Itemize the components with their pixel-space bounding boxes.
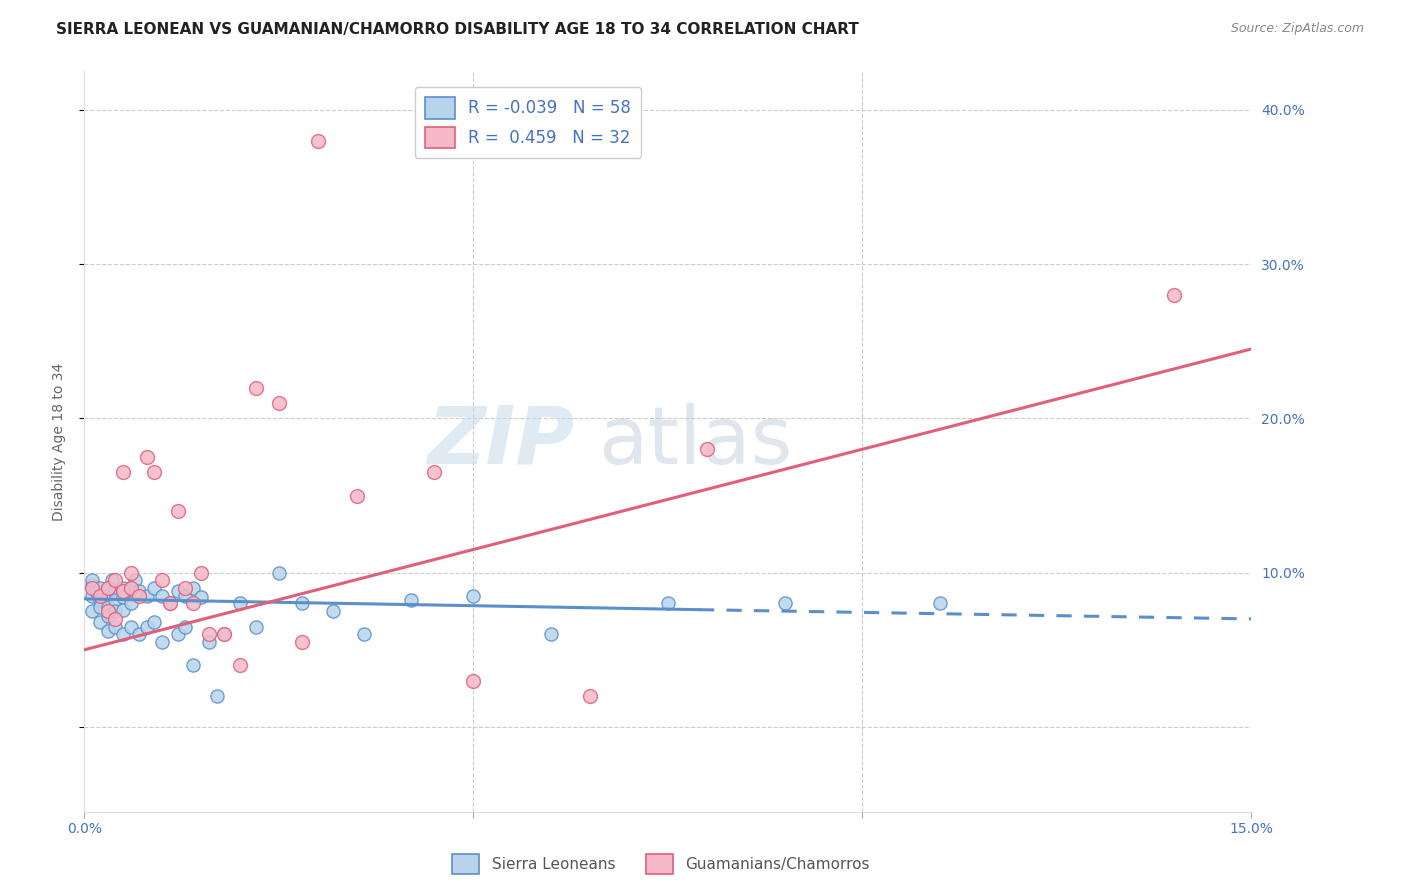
Point xyxy=(291,597,314,611)
Point xyxy=(190,591,212,605)
Point xyxy=(181,658,204,673)
Point xyxy=(120,619,142,633)
Point xyxy=(399,593,422,607)
Point xyxy=(89,593,111,607)
Point xyxy=(82,581,104,595)
Point xyxy=(773,597,796,611)
Point xyxy=(166,627,188,641)
Point xyxy=(89,589,111,603)
Point xyxy=(696,442,718,457)
Point xyxy=(929,597,952,611)
Point xyxy=(97,624,120,639)
Point xyxy=(135,589,157,603)
Point xyxy=(267,566,290,580)
Point xyxy=(214,627,236,641)
Point xyxy=(540,627,562,641)
Point xyxy=(112,581,135,595)
Point xyxy=(143,466,166,480)
Point xyxy=(346,489,368,503)
Point xyxy=(135,450,157,464)
Legend: Sierra Leoneans, Guamanians/Chamorros: Sierra Leoneans, Guamanians/Chamorros xyxy=(446,848,876,880)
Point xyxy=(112,627,135,641)
Point xyxy=(104,574,127,588)
Point xyxy=(181,597,204,611)
Point xyxy=(174,581,197,595)
Point xyxy=(112,602,135,616)
Point xyxy=(82,589,104,603)
Point xyxy=(307,134,329,148)
Point xyxy=(82,578,104,592)
Point xyxy=(143,615,166,629)
Point xyxy=(97,608,120,623)
Point xyxy=(112,591,135,605)
Point xyxy=(120,566,142,580)
Point xyxy=(120,581,142,595)
Point xyxy=(229,597,252,611)
Point xyxy=(463,589,485,603)
Point xyxy=(463,673,485,688)
Text: SIERRA LEONEAN VS GUAMANIAN/CHAMORRO DISABILITY AGE 18 TO 34 CORRELATION CHART: SIERRA LEONEAN VS GUAMANIAN/CHAMORRO DIS… xyxy=(56,22,859,37)
Point xyxy=(190,566,212,580)
Point xyxy=(245,619,267,633)
Point xyxy=(97,581,120,595)
Point xyxy=(82,604,104,618)
Point xyxy=(97,599,120,614)
Point xyxy=(128,584,150,599)
Point xyxy=(104,612,127,626)
Point xyxy=(120,597,142,611)
Point xyxy=(267,396,290,410)
Point xyxy=(112,584,135,599)
Point xyxy=(120,581,142,595)
Point xyxy=(291,635,314,649)
Text: atlas: atlas xyxy=(598,402,792,481)
Point xyxy=(166,504,188,518)
Point xyxy=(1163,288,1185,302)
Point xyxy=(214,627,236,641)
Point xyxy=(245,380,267,394)
Point xyxy=(579,689,602,703)
Point xyxy=(89,581,111,595)
Y-axis label: Disability Age 18 to 34: Disability Age 18 to 34 xyxy=(52,362,66,521)
Point xyxy=(166,584,188,599)
Point xyxy=(143,581,166,595)
Point xyxy=(104,593,127,607)
Point xyxy=(174,589,197,603)
Point xyxy=(97,589,120,603)
Point xyxy=(159,597,181,611)
Point xyxy=(229,658,252,673)
Point xyxy=(84,584,107,599)
Point xyxy=(89,599,111,614)
Point xyxy=(128,589,150,603)
Point xyxy=(198,635,221,649)
Point xyxy=(657,597,679,611)
Text: ZIP: ZIP xyxy=(427,402,575,481)
Point xyxy=(150,635,173,649)
Point xyxy=(128,627,150,641)
Text: Source: ZipAtlas.com: Source: ZipAtlas.com xyxy=(1230,22,1364,36)
Point xyxy=(174,619,197,633)
Point xyxy=(205,689,228,703)
Point xyxy=(104,584,127,599)
Point xyxy=(97,581,120,595)
Point xyxy=(423,466,446,480)
Point xyxy=(104,619,127,633)
Point xyxy=(159,597,181,611)
Point xyxy=(89,615,111,629)
Point xyxy=(353,627,375,641)
Point xyxy=(112,466,135,480)
Point xyxy=(181,581,204,595)
Point xyxy=(100,574,122,588)
Point xyxy=(150,589,173,603)
Point xyxy=(104,604,127,618)
Point xyxy=(322,604,344,618)
Legend: R = -0.039   N = 58, R =  0.459   N = 32: R = -0.039 N = 58, R = 0.459 N = 32 xyxy=(415,87,641,158)
Point xyxy=(82,574,104,588)
Point xyxy=(97,604,120,618)
Point xyxy=(124,574,146,588)
Point xyxy=(135,619,157,633)
Point xyxy=(198,627,221,641)
Point xyxy=(150,574,173,588)
